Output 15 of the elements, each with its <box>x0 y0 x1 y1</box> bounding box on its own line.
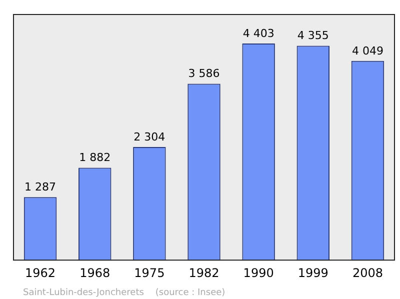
data-label: 4 355 <box>297 29 329 42</box>
data-label: 4 049 <box>352 44 384 58</box>
x-tick-label: 1999 <box>298 266 328 280</box>
x-tick-label: 1982 <box>188 266 220 280</box>
text: Saint-Lubin-des-Joncherets (source : Insee) <box>23 288 226 298</box>
data-label: 4 403 <box>242 26 274 40</box>
data-label: 3 586 <box>188 67 220 80</box>
x-tick-label: 1962 <box>25 266 56 280</box>
x-tick-label: 2008 <box>352 266 383 280</box>
data-label: 1 882 <box>79 151 111 164</box>
x-tick-label: 1990 <box>243 266 274 280</box>
x-tick-label: 1968 <box>80 266 110 280</box>
data-label: 2 304 <box>134 130 166 144</box>
data-label: 1 287 <box>24 180 56 194</box>
x-tick-label: 1975 <box>134 266 165 280</box>
